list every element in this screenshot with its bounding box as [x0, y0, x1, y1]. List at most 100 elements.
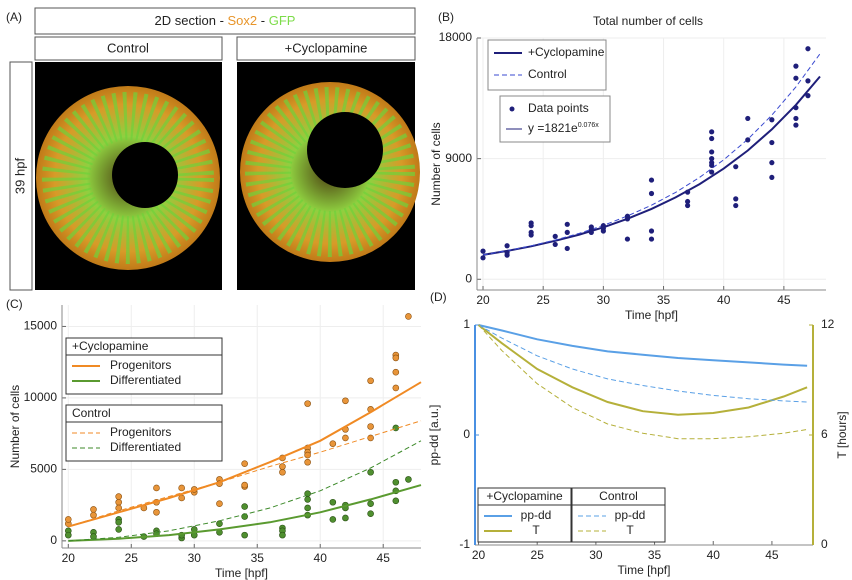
legend-label: Progenitors	[110, 425, 171, 439]
panel-label: (D)	[430, 290, 447, 304]
data-point	[793, 105, 798, 110]
line	[479, 325, 808, 415]
data-point	[393, 369, 399, 375]
lens-hole	[307, 112, 383, 188]
data-point	[589, 224, 594, 229]
data-point	[793, 64, 798, 69]
legend-label: Differentiated	[110, 440, 181, 454]
data-point	[368, 511, 374, 517]
data-point	[368, 378, 374, 384]
y-tick-label: 15000	[24, 319, 58, 333]
data-point	[709, 136, 714, 141]
data-point	[793, 116, 798, 121]
data-point	[529, 232, 534, 237]
header: 2D section - Sox2 - GFP	[155, 13, 296, 28]
data-point	[745, 116, 750, 121]
x-tick-label: 30	[589, 548, 603, 562]
data-point	[116, 499, 122, 505]
data-point	[179, 485, 185, 491]
data-point	[393, 355, 399, 361]
data-point	[769, 160, 774, 165]
data-point	[342, 515, 348, 521]
data-point	[601, 228, 606, 233]
x-tick-label: 40	[314, 551, 328, 565]
fit-exponent: 0.076x	[578, 122, 600, 129]
data-point	[305, 459, 311, 465]
x-tick-label: 25	[531, 548, 545, 562]
data-point	[216, 521, 222, 527]
data-point	[153, 509, 159, 515]
x-tick-label: 35	[648, 548, 662, 562]
data-point	[649, 236, 654, 241]
header-part: -	[257, 13, 269, 28]
data-point	[330, 441, 336, 447]
data-point	[769, 117, 774, 122]
data-point	[793, 76, 798, 81]
data-point	[368, 424, 374, 430]
data-point	[709, 149, 714, 154]
data-point	[504, 250, 509, 255]
legend-label: +Cyclopamine	[528, 45, 605, 59]
data-point	[649, 177, 654, 182]
line	[479, 325, 808, 439]
data-point	[116, 505, 122, 511]
y-tick-label: 10000	[24, 390, 58, 404]
x-tick-label: 45	[777, 293, 791, 307]
data-point	[393, 479, 399, 485]
x-tick-label: 25	[125, 551, 139, 565]
data-point	[405, 476, 411, 482]
chart: (D)202530354045-1010612Time [hpf]pp-dd […	[427, 290, 849, 577]
x-tick-label: 20	[62, 551, 76, 565]
data-point	[805, 46, 810, 51]
x-axis-label: Time [hpf]	[618, 563, 671, 577]
data-point	[480, 255, 485, 260]
legend-title: +Cyclopamine	[486, 489, 563, 503]
chart-title: Total number of cells	[593, 14, 703, 28]
data-point	[65, 516, 71, 522]
data-point	[330, 499, 336, 505]
data-point	[342, 398, 348, 404]
y-tick-label: 5000	[30, 462, 57, 476]
x-tick-label: 20	[476, 293, 490, 307]
x-tick-label: 30	[597, 293, 611, 307]
x-tick-label: 40	[707, 548, 721, 562]
data-point	[769, 175, 774, 180]
panel-a: (A) 2D section - Sox2 - GFP Control +Cyc…	[6, 8, 420, 290]
y-tick-label: 9000	[445, 151, 472, 165]
data-point	[709, 129, 714, 134]
data-point	[242, 482, 248, 488]
y-tick-label: 0	[50, 533, 57, 547]
x-tick-label: 40	[717, 293, 731, 307]
data-point	[709, 169, 714, 174]
data-point	[305, 505, 311, 511]
data-point	[733, 164, 738, 169]
panel-label: (A)	[6, 10, 22, 24]
data-point	[342, 435, 348, 441]
legend-label: T	[532, 523, 540, 537]
legend-label: Differentiated	[110, 373, 181, 387]
data-point	[65, 532, 71, 538]
x-tick-label: 20	[472, 548, 486, 562]
legend-label: Data points	[528, 101, 589, 115]
y-axis-label: Number of cells	[429, 122, 443, 205]
legend-label: Progenitors	[110, 358, 171, 372]
data-point	[242, 532, 248, 538]
data-point	[733, 196, 738, 201]
data-point	[504, 243, 509, 248]
y2-tick-label: 6	[821, 427, 828, 441]
data-point	[305, 496, 311, 502]
y-axis-label: pp-dd [a.u.]	[427, 405, 441, 466]
y2-tick-label: 0	[821, 537, 828, 551]
data-point	[393, 498, 399, 504]
data-point	[116, 519, 122, 525]
panel-label: (B)	[438, 10, 454, 24]
legend-label: Control	[528, 67, 567, 81]
data-point	[279, 469, 285, 475]
legend-label: pp-dd	[615, 508, 646, 522]
data-point	[685, 199, 690, 204]
data-point	[601, 223, 606, 228]
data-point	[480, 249, 485, 254]
data-point	[405, 313, 411, 319]
column-label: +Cyclopamine	[285, 40, 368, 55]
data-point	[305, 401, 311, 407]
